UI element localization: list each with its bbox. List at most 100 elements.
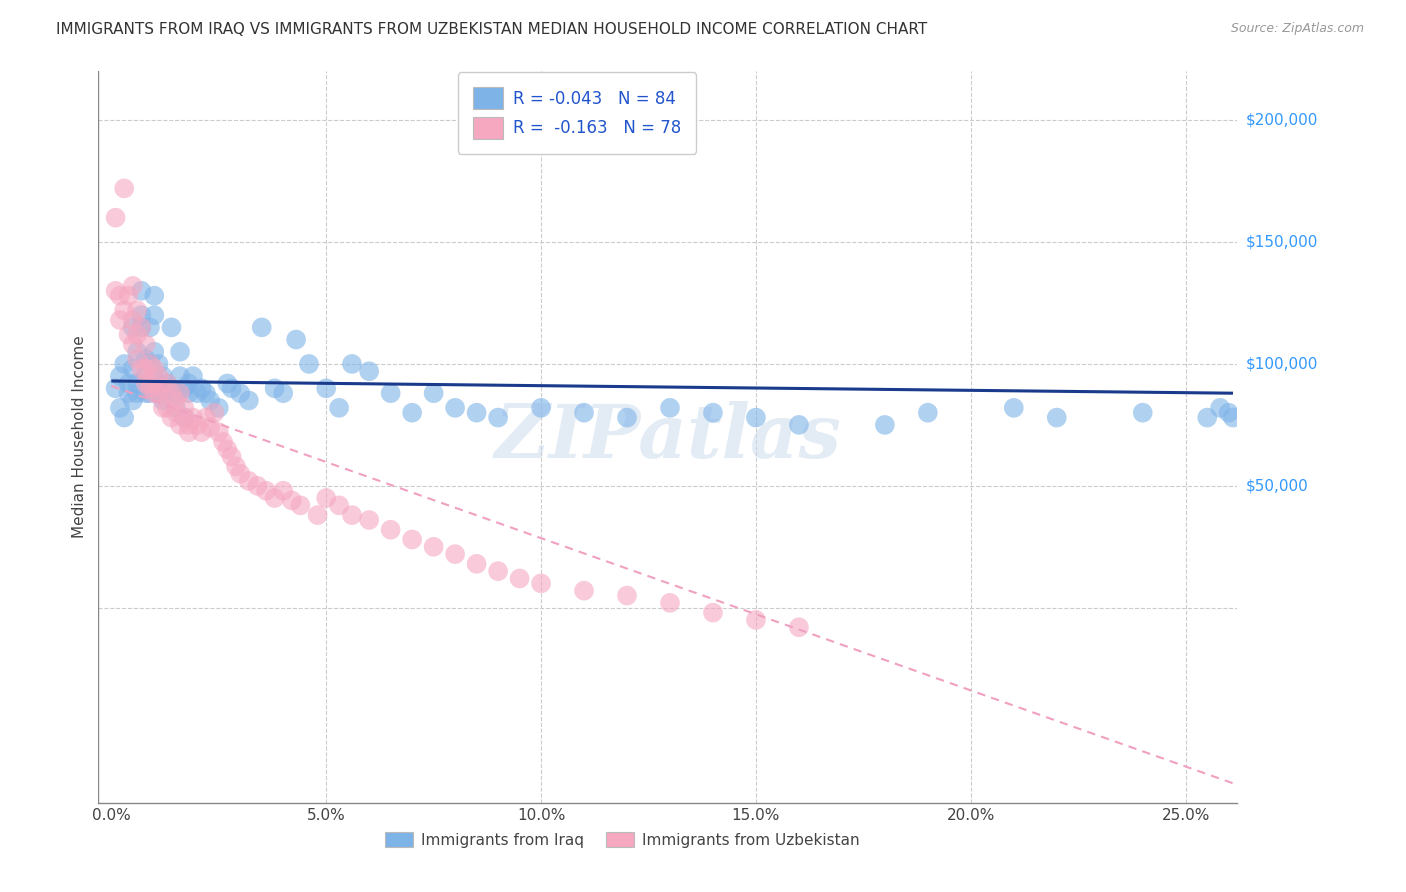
Point [298,357,321,371]
Point [246,479,269,493]
Point [139,386,162,401]
Point [190,381,212,395]
Point [401,406,423,420]
Point [152,393,174,408]
Point [250,320,273,334]
Point [530,576,553,591]
Point [104,284,127,298]
Point [131,361,153,376]
Point [263,491,285,505]
Point [135,337,157,351]
Point [156,401,179,415]
Text: $150,000: $150,000 [1246,235,1319,250]
Point [143,308,166,322]
Point [160,381,183,395]
Point [139,357,162,371]
Point [1222,410,1244,425]
Point [359,513,381,527]
Point [127,344,149,359]
Point [173,410,195,425]
Text: $50,000: $50,000 [1246,478,1309,493]
Point [173,410,195,425]
Point [186,417,208,432]
Point [340,508,363,522]
Point [169,386,191,401]
Point [221,381,243,395]
Point [198,393,221,408]
Point [112,181,135,195]
Point [131,320,153,334]
Text: $200,000: $200,000 [1246,112,1319,128]
Point [873,417,896,432]
Point [1218,406,1240,420]
Point [328,499,350,513]
Point [1046,410,1069,425]
Point [112,303,135,318]
Point [165,401,187,415]
Point [659,401,682,415]
Point [422,540,444,554]
Point [173,401,195,415]
Point [143,288,166,302]
Point [177,376,200,391]
Point [148,357,170,371]
Point [121,361,143,376]
Point [108,288,131,302]
Point [139,357,162,371]
Point [465,406,488,420]
Point [271,386,294,401]
Point [156,386,179,401]
Point [787,417,810,432]
Point [181,369,204,384]
Point [127,303,149,318]
Point [139,381,162,395]
Point [572,583,595,598]
Point [380,386,402,401]
Y-axis label: Median Household Income: Median Household Income [72,335,87,539]
Point [271,483,294,498]
Point [112,357,135,371]
Point [221,450,243,464]
Point [572,406,595,420]
Point [148,386,170,401]
Point [340,357,363,371]
Point [917,406,939,420]
Point [315,491,337,505]
Point [1197,410,1219,425]
Text: $100,000: $100,000 [1246,357,1319,371]
Point [131,284,153,298]
Point [121,337,143,351]
Point [229,467,252,481]
Point [217,376,239,391]
Point [328,401,350,415]
Point [135,361,157,376]
Point [139,376,162,391]
Point [169,369,191,384]
Point [1132,406,1154,420]
Point [380,523,402,537]
Point [307,508,329,522]
Point [127,376,149,391]
Point [117,376,139,391]
Text: ZIPatlas: ZIPatlas [495,401,841,474]
Point [148,386,170,401]
Point [143,344,166,359]
Point [121,393,143,408]
Text: Source: ZipAtlas.com: Source: ZipAtlas.com [1230,22,1364,36]
Point [152,401,174,415]
Point [616,589,638,603]
Legend: Immigrants from Iraq, Immigrants from Uzbekistan: Immigrants from Iraq, Immigrants from Uz… [380,825,865,854]
Point [194,386,217,401]
Point [181,410,204,425]
Point [165,406,187,420]
Point [315,381,337,395]
Point [165,386,187,401]
Point [616,410,638,425]
Point [135,369,157,384]
Point [444,401,467,415]
Point [263,381,285,395]
Point [359,364,381,378]
Point [465,557,488,571]
Point [156,376,179,391]
Point [160,386,183,401]
